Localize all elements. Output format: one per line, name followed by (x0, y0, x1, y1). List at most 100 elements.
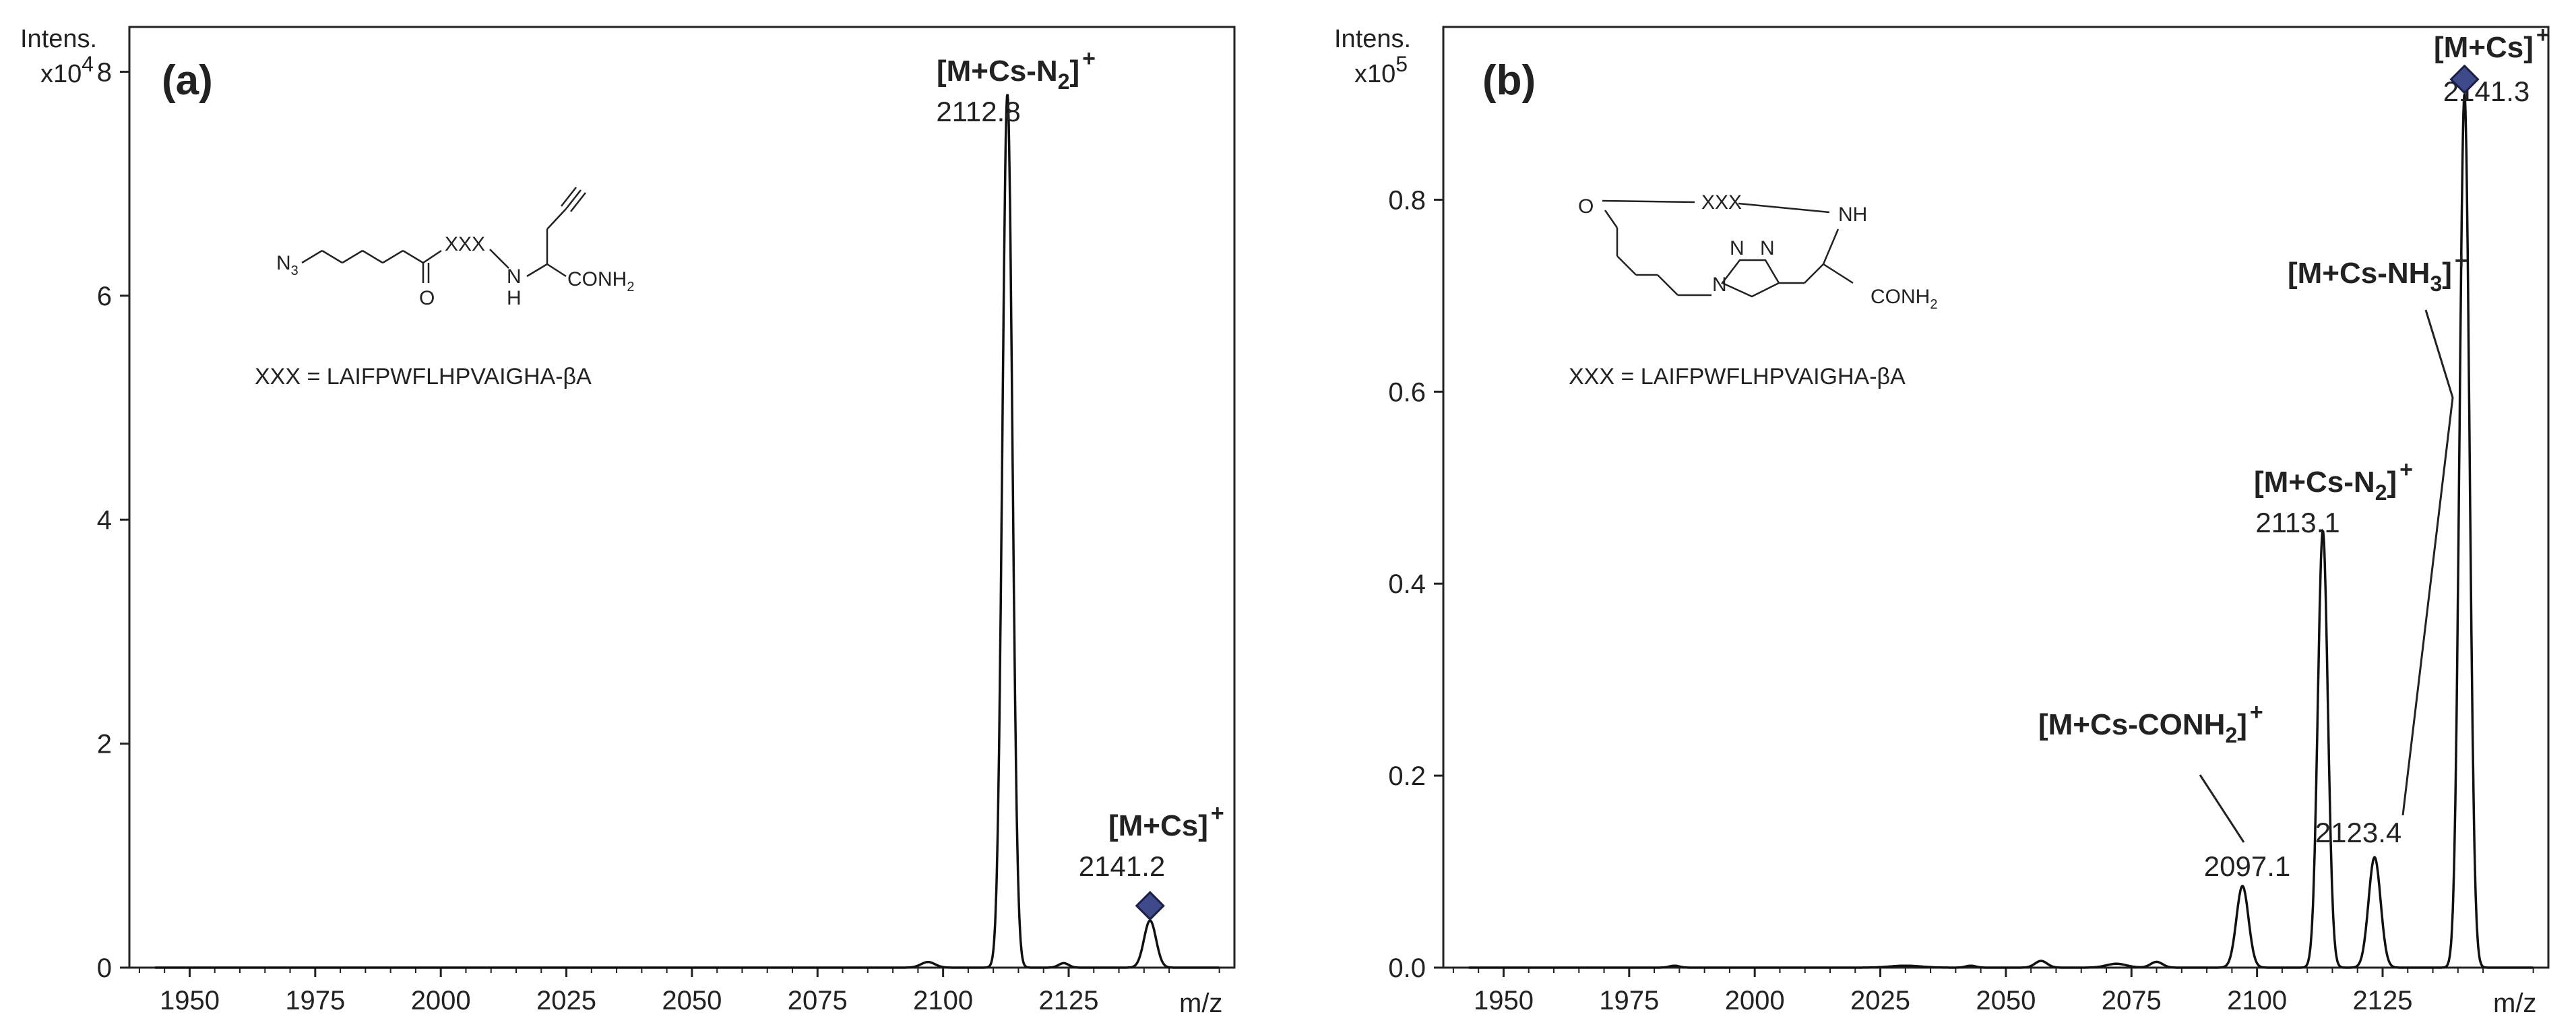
y-tick-label: 0.8 (1388, 185, 1426, 215)
y-tick-label: 6 (97, 282, 112, 311)
x-tick-label: 1950 (1474, 986, 1534, 1015)
peak-ion-label: [M+Cs-CONH2] + (2038, 699, 2263, 747)
alkyne-bond (561, 187, 577, 207)
triazole-n3-label: N (1760, 237, 1775, 259)
y-axis-multiplier-b: x105 (1354, 52, 1408, 88)
x-tick-label: 2125 (2353, 986, 2413, 1015)
y-tick-label: 0.4 (1388, 569, 1426, 599)
x-axis-label-b: m/z (2493, 989, 2536, 1018)
peak-ion-label: [M+Cs] + (1108, 801, 1224, 842)
x-tick-label: 1975 (1599, 986, 1659, 1015)
molecule-structure-b (1602, 199, 1854, 298)
alkyne-bond (565, 189, 582, 210)
peak-mz-value: 2097.1 (2204, 850, 2290, 882)
x-tick-label: 2125 (1039, 986, 1099, 1015)
y-tick-label: 4 (97, 505, 112, 535)
x-tick-label: 2075 (788, 986, 848, 1015)
macrocycle-bond (1738, 202, 1830, 214)
x-tick-label: 2100 (2227, 986, 2287, 1015)
xxx-label: XXX (1701, 191, 1742, 214)
sequence-legend-b: XXX = LAIFPWFLHPVAIGHA-βA (1569, 364, 1906, 389)
oxygen-label: O (419, 287, 435, 309)
peak-annotation: [M+Cs] +2141.3 (2434, 22, 2550, 107)
bond (422, 249, 442, 264)
spectrum-line (154, 94, 1220, 969)
bond (526, 263, 548, 278)
y-tick-label: 0.2 (1388, 761, 1426, 791)
oxygen-label: O (1578, 195, 1594, 218)
bond (1822, 228, 1840, 265)
peak-annotation: [M+Cs] + 2141.2 (1079, 801, 1224, 921)
x-tick-label: 2025 (1850, 986, 1910, 1015)
peak-ion-label: [M+Cs-NH3] + (2288, 248, 2468, 296)
panel-label-a: (a) (162, 57, 213, 104)
peak-ion-label: [M+Cs-N2] + (2254, 457, 2413, 505)
spectrum-panel-a: 1950 1975 2000 2025 2050 2075 2100 2125 0 2 4 6 8 [M… (20, 25, 1236, 1018)
bond (402, 249, 424, 264)
y-axis-multiplier-a: x104 (40, 52, 94, 88)
conh2-label: CONH2 (1871, 286, 1937, 312)
bond (382, 249, 404, 264)
peak-mz-value: 2123.4 (2315, 817, 2401, 848)
bond (362, 249, 383, 264)
axis-ticks-a: 1950 1975 2000 2025 2050 2075 2100 2125 0 2 4 6 8 (97, 57, 1220, 1015)
bond (342, 249, 363, 264)
bond (321, 249, 343, 264)
triazole-n1-label: N (1712, 274, 1727, 296)
peak-mz-value: 2141.2 (1079, 850, 1165, 882)
bond (1657, 274, 1678, 296)
amine-h-label: H (507, 287, 522, 309)
peak-diamond-marker (1135, 891, 1165, 921)
axis-ticks-b: 1950 1975 2000 2025 2050 2075 2100 2125 0.0 0.2 0.… (1388, 185, 2534, 1015)
x-tick-label: 2000 (411, 986, 471, 1015)
bond (489, 249, 509, 269)
leader-line (2199, 774, 2245, 843)
y-tick-label: 0.0 (1388, 953, 1426, 983)
peak-mz-value: 2112.8 (936, 96, 1020, 127)
plot-frame-a (128, 26, 1236, 969)
leader-line (2401, 309, 2454, 816)
x-tick-label: 1975 (285, 986, 345, 1015)
peak-annotation: [M+Cs-N2] +2112.8 (936, 46, 1096, 127)
molecule-labels-b: O XXX NH N N N CONH2 XXX = LAIFPWFLHPVAI… (1569, 191, 1937, 389)
y-axis-label-b: Intens. (1334, 25, 1411, 53)
amine-n-label: N (507, 265, 522, 288)
peak-ion-label: [M+Cs-N2] + (937, 46, 1096, 94)
spectrum-line (1468, 90, 2534, 969)
bond (1804, 263, 1824, 284)
peak-mz-value: 2113.1 (2255, 507, 2339, 538)
x-tick-label: 2075 (2102, 986, 2162, 1015)
alkyne-bond (570, 192, 586, 212)
peak-annotation: [M+Cs-NH3] + 2123.4 (2288, 248, 2468, 848)
bond (301, 249, 323, 264)
peak-annotations-a: [M+Cs-N2] +2112.8 [M+Cs] + 2141.2 (936, 46, 1224, 921)
x-tick-label: 1950 (160, 986, 220, 1015)
y-tick-label: 2 (97, 730, 112, 759)
peak-annotations-b: [M+Cs-CONH2] +2097.1[M+Cs-N2] +2113.1[M+Cs… (2038, 22, 2550, 882)
peak-annotation: [M+Cs-N2] +2113.1 (2254, 457, 2413, 538)
x-tick-label: 2050 (662, 986, 722, 1015)
conh2-label: CONH2 (567, 268, 634, 294)
xxx-label: XXX (445, 233, 485, 255)
spectrum-panel-b: 1950 1975 2000 2025 2050 2075 2100 2125 0.0 0.2 0.… (1334, 22, 2550, 1018)
peak-diamond-marker (2449, 64, 2480, 94)
sequence-legend-a: XXX = LAIFPWFLHPVAIGHA-βA (255, 364, 592, 389)
nh-label: NH (1838, 203, 1867, 226)
peak-ion-label: [M+Cs] + (2434, 22, 2550, 64)
spectrum-trace-b (1468, 90, 2534, 969)
y-axis-label-a: Intens. (20, 25, 97, 53)
macrocycle-bond (1602, 199, 1695, 203)
x-tick-label: 2000 (1725, 986, 1785, 1015)
molecule-structure-a (301, 187, 586, 283)
triazole-n2-label: N (1730, 237, 1745, 259)
bond (546, 208, 567, 230)
x-tick-label: 2025 (536, 986, 596, 1015)
spectrum-trace-a (154, 94, 1220, 969)
y-tick-label: 0.6 (1388, 377, 1426, 407)
molecule-labels-a: N3 XXX O N H CONH2 XXX = LAIFPWFLHPVAIGH… (255, 233, 634, 389)
y-tick-label: 0 (97, 953, 112, 983)
x-tick-label: 2050 (1976, 986, 2036, 1015)
bond (546, 263, 567, 278)
azide-label: N3 (276, 252, 299, 278)
peak-annotation: [M+Cs-CONH2] + 2097.1 (2038, 699, 2290, 882)
